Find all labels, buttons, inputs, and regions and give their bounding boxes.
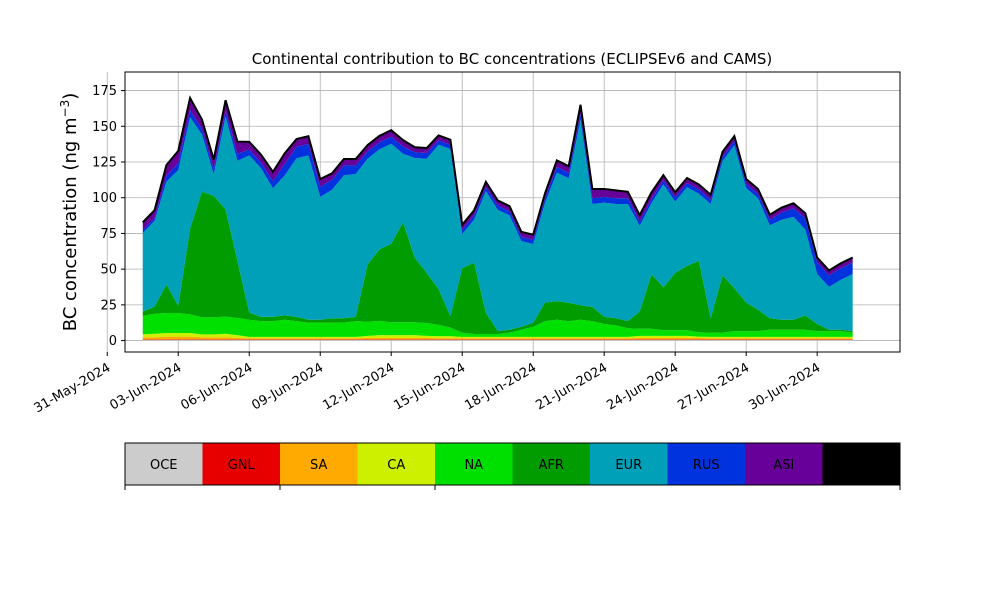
legend-label-afr: AFR <box>539 458 564 473</box>
x-tick-label: 31-May-2024 <box>32 360 114 416</box>
y-axis-label-close: ) <box>60 93 81 100</box>
legend-label-eur: EUR <box>615 458 642 473</box>
legend-swatch-sa <box>280 443 358 485</box>
area-series-ca <box>142 333 853 339</box>
area-series-eur <box>142 116 853 332</box>
x-tick-label: 06-Jun-2024 <box>178 360 255 413</box>
area-series-oce <box>142 339 853 341</box>
x-tick-label: 18-Jun-2024 <box>462 360 539 413</box>
x-tick-label: 09-Jun-2024 <box>249 360 326 413</box>
y-tick-label: 0 <box>109 334 117 349</box>
y-tick-label: 150 <box>92 120 117 135</box>
y-tick-label: 50 <box>100 263 117 278</box>
y-axis-label-text: BC concentration (ng m−3) <box>58 93 81 332</box>
y-axis-label-sup: −3 <box>58 100 72 118</box>
legend-colorbar: OCE GNL SA CA NA AFR EUR RUS ASI AUS <box>124 442 901 490</box>
legend-swatch-gnl <box>202 443 280 485</box>
area-series-afr <box>142 191 853 334</box>
y-tick-label: 175 <box>92 84 117 99</box>
legend-label-na: NA <box>464 458 483 473</box>
total-outline <box>142 95 854 272</box>
legend-label-gnl: GNL <box>228 458 256 473</box>
x-axis-ticks: 31-May-202403-Jun-202406-Jun-202409-Jun-… <box>32 352 823 416</box>
y-tick-label: 75 <box>100 227 117 242</box>
y-axis-label-main: BC concentration (ng m <box>60 117 81 331</box>
legend-label-aus: AUS <box>848 458 875 473</box>
y-tick-label: 100 <box>92 191 117 206</box>
x-tick-label: 30-Jun-2024 <box>746 360 823 413</box>
legend-swatch-afr <box>512 443 590 485</box>
x-tick-label: 15-Jun-2024 <box>391 360 468 413</box>
x-tick-label: 12-Jun-2024 <box>320 360 397 413</box>
legend-swatch-na <box>435 443 513 485</box>
legend-label-ca: CA <box>387 458 405 473</box>
legend-label-rus: RUS <box>693 458 720 473</box>
x-tick-label: 24-Jun-2024 <box>604 360 681 413</box>
x-tick-label: 27-Jun-2024 <box>675 360 752 413</box>
x-tick-label: 03-Jun-2024 <box>107 360 184 413</box>
legend-label-asi: ASI <box>773 458 794 473</box>
y-tick-label: 25 <box>100 298 117 313</box>
y-tick-label: 125 <box>92 156 117 171</box>
legend-swatch-oce <box>125 443 203 485</box>
y-axis-ticks: 0 25 50 75 100 125 150 175 <box>92 84 125 349</box>
legend-label-sa: SA <box>310 458 327 473</box>
area-series-sa <box>142 336 853 340</box>
legend-swatch-eur <box>590 443 668 485</box>
legend-label-oce: OCE <box>150 458 178 473</box>
legend-swatch-asi <box>745 443 823 485</box>
legend-swatch-rus <box>667 443 745 485</box>
legend-swatch-aus <box>822 443 900 485</box>
area-layer <box>142 98 853 341</box>
plot-frame <box>124 71 901 353</box>
legend-frame <box>124 442 901 486</box>
chart-title: Continental contribution to BC concentra… <box>252 50 773 68</box>
y-axis-label: BC concentration (ng m−3) <box>58 93 81 332</box>
x-tick-label: 21-Jun-2024 <box>533 360 610 413</box>
area-series-na <box>142 313 853 337</box>
outline-layer <box>142 95 854 272</box>
legend-swatch-ca <box>357 443 435 485</box>
